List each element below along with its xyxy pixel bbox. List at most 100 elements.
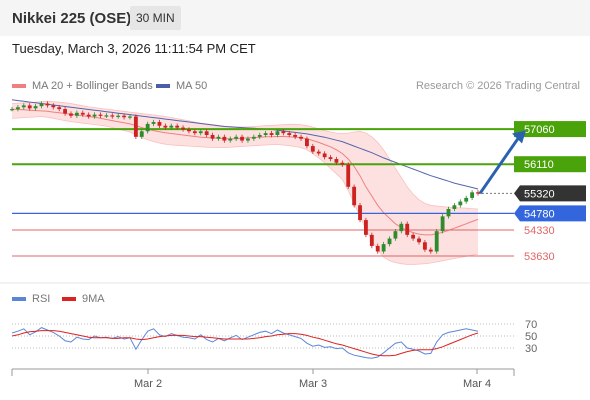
- chart-header: Nikkei 225 (OSE) 30 MIN: [0, 0, 590, 36]
- forecast-arrow-shaft: [478, 137, 520, 195]
- x-tick-label-0: Mar 2: [134, 378, 162, 390]
- candle-body: [263, 133, 268, 135]
- candle-body: [299, 136, 303, 139]
- candle-body: [287, 133, 292, 135]
- legend-ma20: MA 20 + Bollinger Bands: [12, 80, 153, 92]
- candle-body: [181, 127, 185, 130]
- candle-body: [369, 234, 374, 246]
- candle-body: [405, 223, 410, 235]
- candle-body: [80, 112, 85, 115]
- last-price-label: 55320: [524, 188, 555, 200]
- last-price-box: [514, 185, 586, 202]
- candle-body: [145, 123, 150, 132]
- candle-body: [122, 115, 126, 118]
- candle-body: [440, 216, 445, 232]
- candle-body: [281, 131, 286, 134]
- ma50-swatch: [156, 84, 170, 89]
- candle-body: [422, 242, 427, 250]
- candle-body: [358, 205, 362, 221]
- candle-body: [151, 122, 156, 124]
- candle-body: [157, 122, 162, 126]
- candle-body: [257, 134, 262, 137]
- rsi-tick-50: 50: [525, 331, 537, 343]
- candle-body: [316, 151, 321, 154]
- candle-body: [116, 115, 121, 117]
- candle-body: [204, 131, 209, 135]
- candle-body: [57, 107, 62, 110]
- timestamp: Tuesday, March 3, 2026 11:11:54 PM CET: [12, 41, 256, 56]
- candle-body: [310, 146, 315, 152]
- rsi-series-rsi: [11, 327, 479, 359]
- resistance-label-57060: 57060: [524, 124, 555, 136]
- candle-body: [139, 131, 144, 137]
- candle-body: [446, 208, 451, 217]
- legend-ma50: MA 50: [156, 80, 207, 92]
- candle-body: [133, 116, 138, 137]
- pivot-label-54780: 54780: [524, 208, 555, 220]
- candle-body: [340, 162, 345, 165]
- timeframe-button[interactable]: 30 MIN: [130, 6, 181, 30]
- candle-body: [163, 125, 168, 128]
- candle-body: [33, 106, 38, 109]
- instrument-title: Nikkei 225 (OSE): [12, 10, 132, 27]
- candle-body: [375, 245, 380, 252]
- candle-body: [246, 138, 250, 141]
- legend-9ma: 9MA: [62, 293, 105, 305]
- legend-ma50-label: MA 50: [176, 80, 208, 92]
- candle-body: [387, 238, 392, 245]
- candle-body: [74, 112, 79, 116]
- resistance-label-box-56110: [514, 156, 586, 173]
- candle-body: [328, 157, 333, 160]
- candle-body: [110, 115, 115, 117]
- candle-body: [251, 136, 256, 139]
- candle-body: [434, 231, 439, 252]
- candle-body: [458, 201, 463, 206]
- candle-body: [63, 109, 68, 114]
- candle-body: [192, 131, 197, 134]
- candle-body: [381, 244, 386, 252]
- candle-body: [169, 125, 174, 128]
- candle-body: [293, 134, 298, 137]
- candle-body: [222, 136, 227, 141]
- forecast-arrow-head: [512, 130, 526, 144]
- credit-text: Research © 2026 Trading Central: [415, 80, 580, 92]
- candle-body: [464, 197, 469, 202]
- x-tick-label-1: Mar 3: [299, 378, 327, 390]
- candle-body: [428, 249, 433, 252]
- candle-body: [275, 131, 280, 135]
- candle-body: [210, 134, 215, 139]
- candle-body: [305, 138, 309, 147]
- candle-body: [10, 109, 14, 111]
- candle-body: [187, 129, 191, 132]
- candle-body: [21, 105, 26, 108]
- ma20-swatch: [12, 84, 26, 89]
- candle-body: [417, 238, 421, 243]
- legend-ma20-label: MA 20 + Bollinger Bands: [32, 80, 153, 92]
- candle-body: [216, 136, 221, 139]
- resistance-label-56110: 56110: [524, 159, 554, 171]
- legend-rsi: RSI: [12, 293, 50, 305]
- candle-body: [45, 103, 50, 106]
- rsi-tick-70: 70: [525, 319, 537, 331]
- rsi-series-9ma: [11, 330, 479, 357]
- candle-body: [334, 159, 339, 163]
- candle-body: [240, 136, 244, 141]
- candle-body: [411, 234, 416, 239]
- candle-body: [393, 231, 398, 239]
- candle-body: [364, 220, 368, 235]
- candle-body: [470, 192, 475, 198]
- candle-body: [92, 114, 97, 117]
- x-tick-label-2: Mar 4: [463, 378, 491, 390]
- candle-body: [175, 125, 180, 128]
- candle-body: [399, 223, 404, 232]
- candle-body: [269, 133, 274, 135]
- bollinger-lower-line: [11, 116, 479, 265]
- ma9-swatch: [62, 297, 76, 302]
- candle-body: [476, 192, 480, 194]
- candle-body: [104, 115, 109, 117]
- rsi-tick-30: 30: [525, 343, 537, 355]
- candle-body: [198, 131, 203, 134]
- candle-body: [452, 205, 457, 209]
- candle-body: [98, 114, 103, 116]
